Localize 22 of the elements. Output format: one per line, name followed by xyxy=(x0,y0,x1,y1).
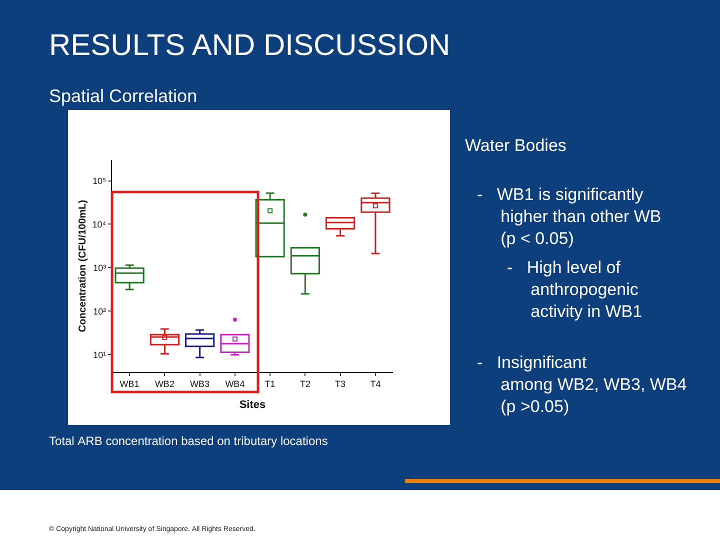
y-tick-label: 10¹ xyxy=(93,350,106,360)
chart-title: RESULTS AND DISCUSSION xyxy=(49,29,450,62)
y-tick-label: 10³ xyxy=(93,262,106,273)
text: - Insignificant among WB2, WB3, WB4 (p >0.05) xyxy=(477,353,687,416)
x-tick-label: T4 xyxy=(370,378,381,389)
x-tick-label: T3 xyxy=(335,378,346,389)
x-tick-label: T1 xyxy=(264,378,276,389)
x-tick-label: WB1 xyxy=(120,378,140,389)
text: - WB1 is significantly higher than other WB (p < 0.05) xyxy=(477,185,662,248)
text: - High level of anthropogenic activity in WB1 xyxy=(507,258,642,322)
x-tick-label: WB4 xyxy=(225,378,245,389)
x-axis-title: Sites xyxy=(239,399,266,411)
x-tick-label: WB2 xyxy=(154,378,174,389)
text: Total ARB concentration based on tributary locations xyxy=(49,434,328,448)
y-axis-title: Concentration (CFU/100mL) xyxy=(77,200,88,332)
x-tick-label: WB3 xyxy=(190,378,210,389)
y-tick-label: 10² xyxy=(93,306,106,316)
y-tick-label: 10⁵ xyxy=(92,176,106,186)
y-tick-label: 10⁴ xyxy=(92,219,106,230)
x-tick-label: T2 xyxy=(300,378,310,389)
chart-subtitle: Spatial Correlation xyxy=(49,86,198,106)
text: Water Bodies xyxy=(465,136,566,155)
